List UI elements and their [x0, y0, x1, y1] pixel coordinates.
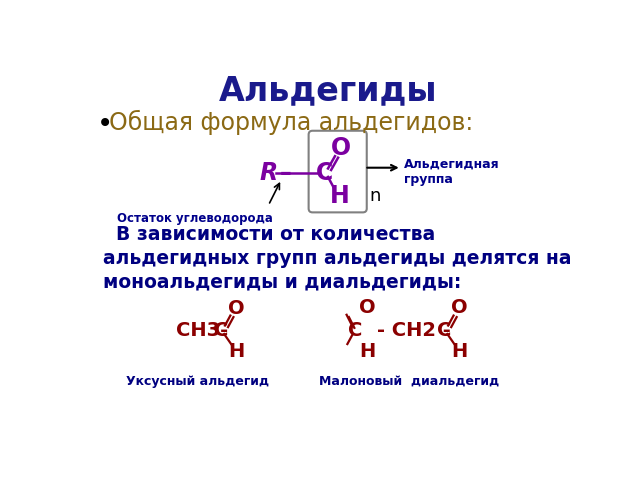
Text: C: C: [348, 321, 362, 340]
Text: O: O: [228, 299, 245, 318]
Text: CH3-: CH3-: [176, 321, 228, 340]
Text: R: R: [259, 161, 278, 185]
Text: Общая формула альдегидов:: Общая формула альдегидов:: [109, 110, 474, 135]
Text: - CH2 -: - CH2 -: [377, 321, 451, 340]
Text: O: O: [331, 136, 351, 160]
Text: –: –: [280, 161, 291, 185]
Text: C: C: [316, 161, 333, 185]
Text: В зависимости от количества
альдегидных групп альдегиды делятся на
моноальдегиды: В зависимости от количества альдегидных …: [103, 226, 572, 291]
Text: Альдегиды: Альдегиды: [219, 74, 437, 108]
Text: Малоновый  диальдегид: Малоновый диальдегид: [319, 375, 499, 388]
Text: H: H: [330, 184, 349, 208]
Text: O: O: [359, 298, 376, 317]
Text: C: C: [214, 321, 228, 340]
Text: H: H: [359, 342, 375, 361]
Text: •: •: [97, 110, 113, 138]
Text: Уксусный альдегид: Уксусный альдегид: [126, 375, 269, 388]
Text: H: H: [228, 342, 244, 361]
Text: O: O: [451, 298, 468, 317]
Text: Альдегидная
группа: Альдегидная группа: [404, 158, 500, 186]
Text: H: H: [452, 342, 468, 361]
Text: C: C: [437, 321, 451, 340]
Text: n: n: [369, 187, 380, 205]
Text: Остаток углеводорода: Остаток углеводорода: [116, 212, 273, 225]
